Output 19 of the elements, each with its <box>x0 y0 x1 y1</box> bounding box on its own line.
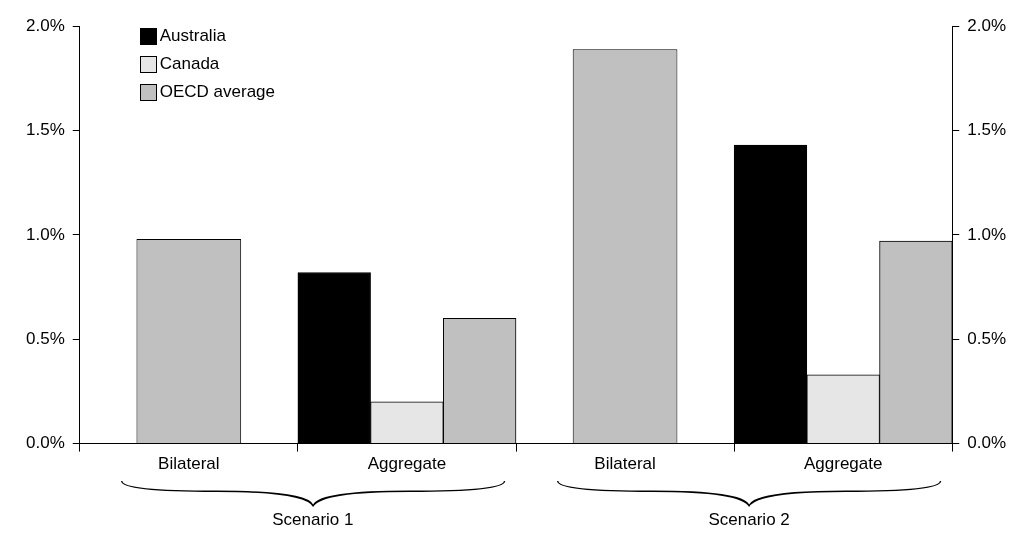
text: Scenario 1 <box>271 510 355 530</box>
y-tick-label: 0.5% <box>26 328 65 348</box>
y-tick-label: 1.5% <box>26 120 65 140</box>
y2-tick-label: 2.0% <box>967 15 1006 35</box>
y-tick-label: 0.0% <box>26 433 65 453</box>
y2-tick-label: 1.5% <box>967 120 1006 140</box>
legend-label: Canada <box>159 54 220 75</box>
x-tick-label: Bilateral <box>594 454 656 474</box>
y2-tick-label: 0.0% <box>967 433 1006 453</box>
y-tick-label: 2.0% <box>26 15 65 35</box>
x-tick-label: Aggregate <box>367 454 447 474</box>
y2-tick-label: 1.0% <box>967 224 1006 244</box>
y-tick-label: 1.0% <box>26 224 65 244</box>
x-tick-label: Bilateral <box>158 454 220 474</box>
legend-label: Australia <box>159 26 226 47</box>
text: Scenario 2 <box>707 510 791 530</box>
y2-tick-label: 0.5% <box>967 328 1006 348</box>
legend-label: OECD average <box>159 82 276 103</box>
x-tick-label: Aggregate <box>803 454 883 474</box>
